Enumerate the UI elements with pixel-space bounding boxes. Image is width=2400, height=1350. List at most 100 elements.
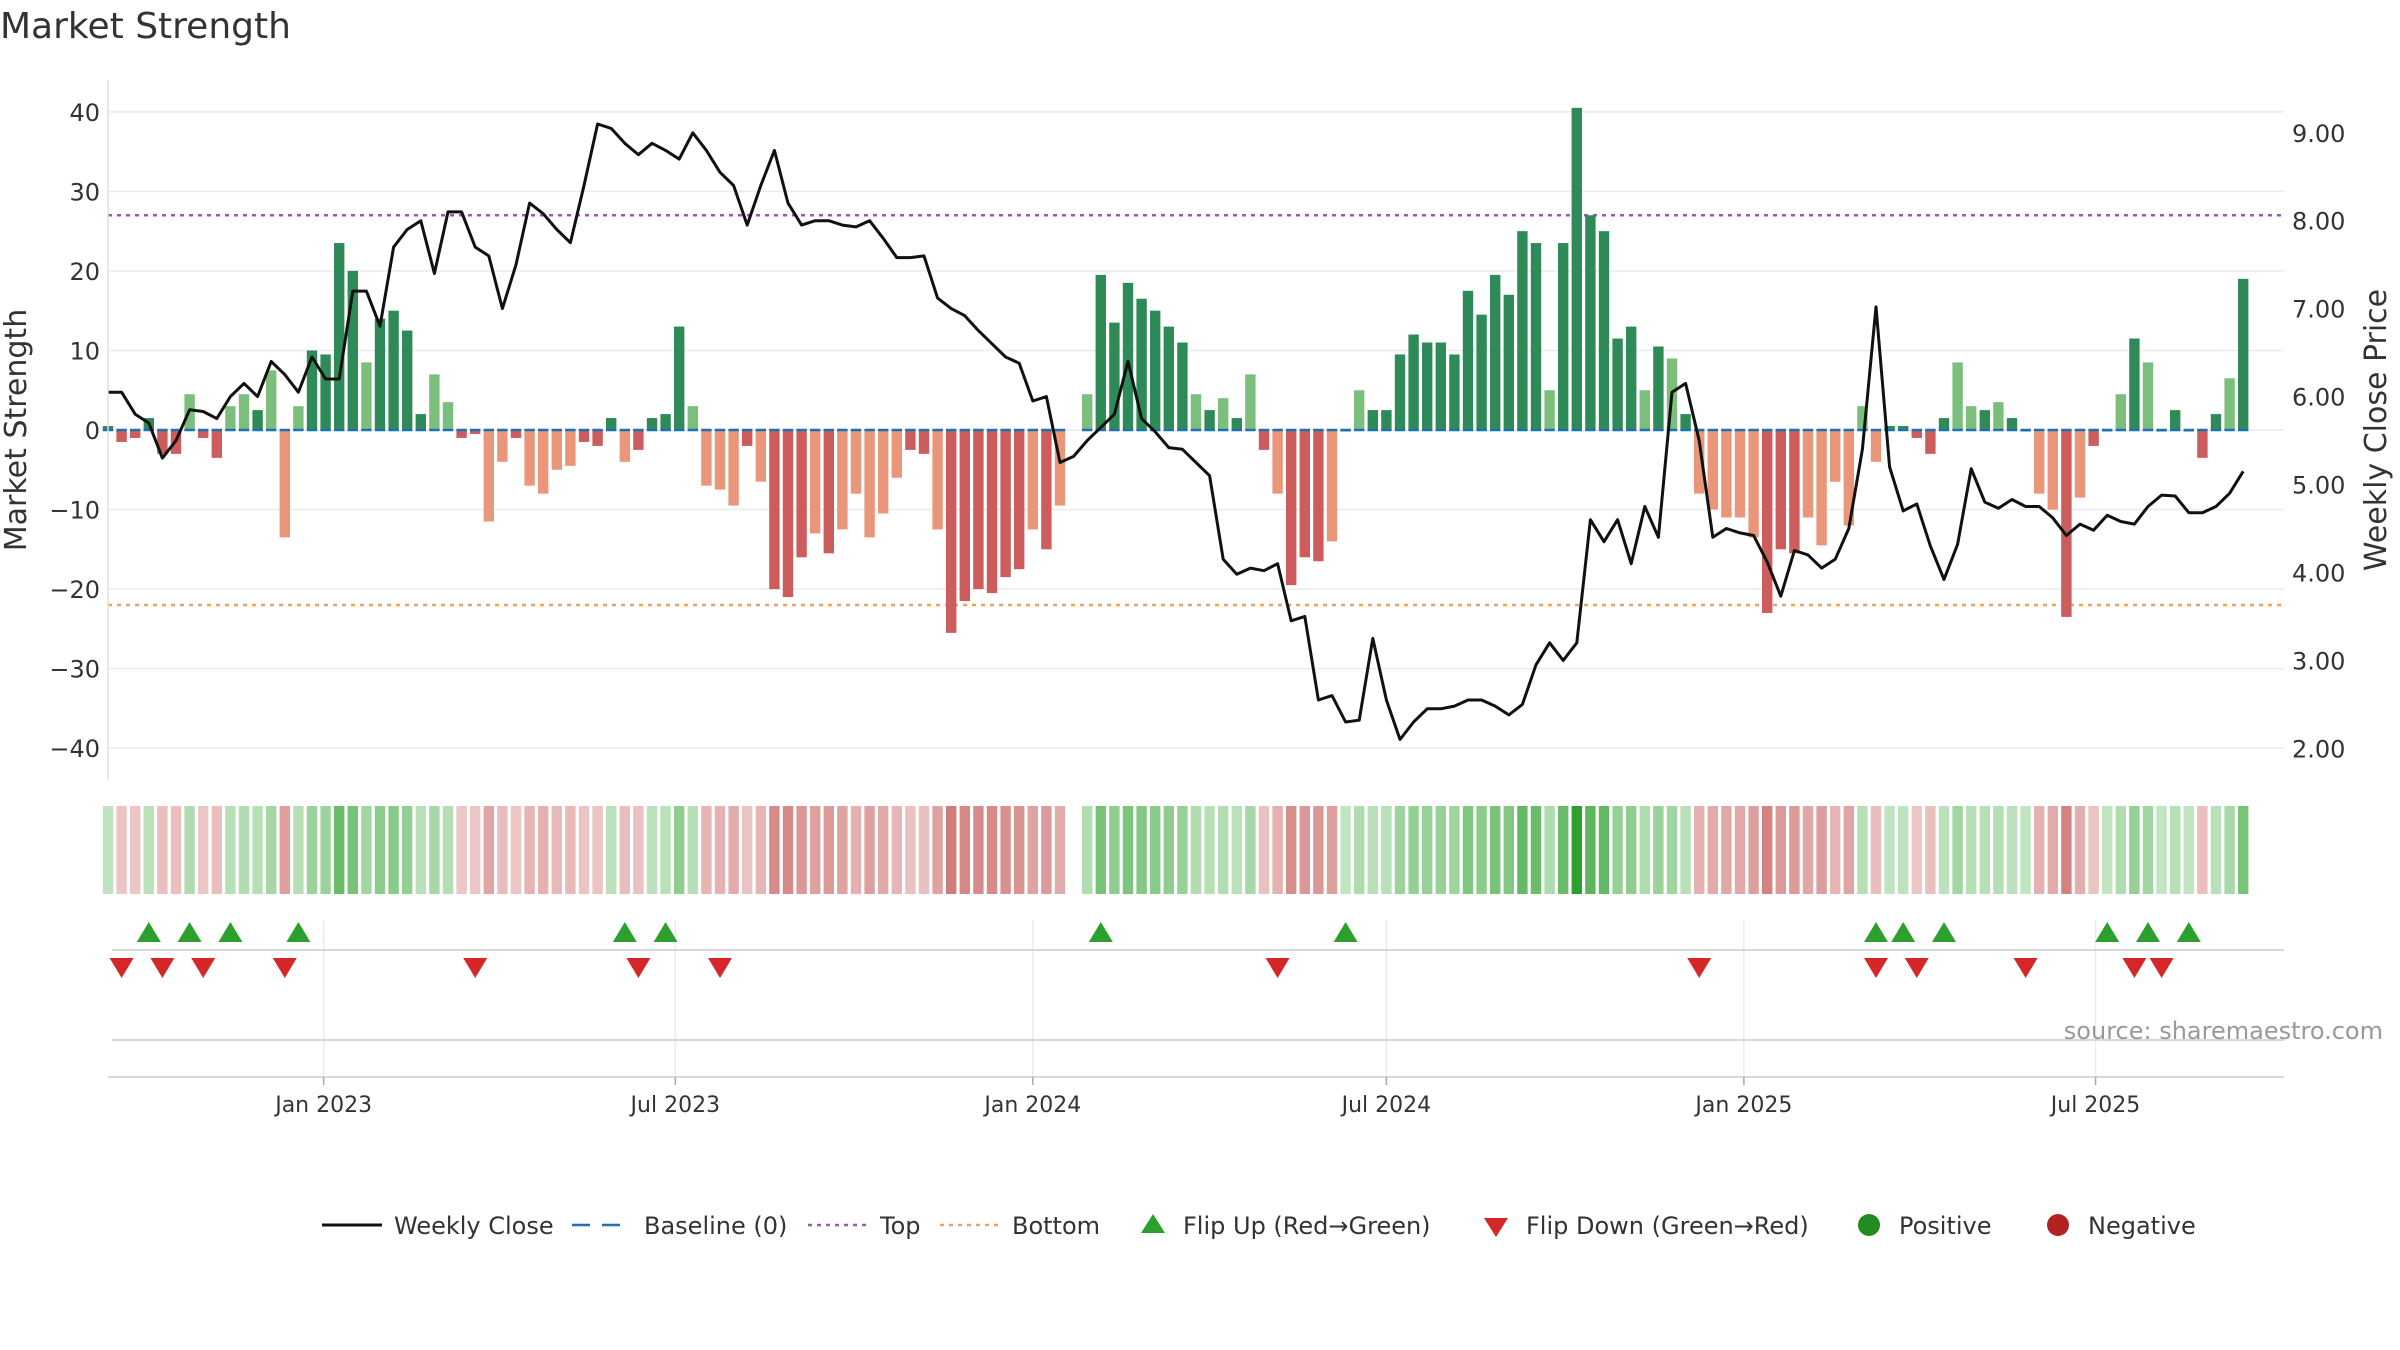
- strip-cell: [1027, 806, 1038, 894]
- gridlines: [108, 111, 2284, 1085]
- strength-bar: [592, 430, 603, 446]
- strip-cell: [1109, 806, 1120, 894]
- strength-bar: [442, 402, 454, 430]
- strip-cell: [1762, 806, 1773, 894]
- strength-bar: [361, 362, 372, 430]
- strength-bar: [2197, 430, 2208, 458]
- legend-label: Weekly Close: [394, 1212, 554, 1240]
- strength-bar: [225, 406, 236, 430]
- strength-bar: [1190, 394, 1202, 430]
- strip-cell: [497, 806, 508, 894]
- y-tick-right: 4.00: [2292, 559, 2345, 587]
- strength-bar: [1272, 430, 1283, 494]
- strip-cell: [1857, 806, 1868, 894]
- strength-bar: [1231, 418, 1242, 430]
- flip-down-marker: [109, 958, 134, 978]
- flip-down-marker: [1864, 958, 1888, 978]
- strip-cell: [2088, 806, 2099, 894]
- strength-bar: [606, 418, 617, 430]
- strength-bar: [1000, 430, 1011, 578]
- strength-bar: [1286, 430, 1297, 586]
- strip-cell: [2047, 806, 2058, 894]
- strength-bar: [1408, 334, 1419, 430]
- strip-cell: [102, 806, 114, 894]
- strength-bar: [1258, 430, 1270, 450]
- strength-bar: [320, 354, 331, 430]
- strip-cell: [1136, 806, 1147, 894]
- strip-cell: [1150, 806, 1161, 894]
- strength-bar: [946, 430, 957, 633]
- strip-cell: [646, 806, 658, 894]
- strength-bar: [578, 430, 590, 442]
- strength-bar: [429, 374, 440, 430]
- strip-cell: [1231, 806, 1242, 894]
- strip-cell: [864, 806, 875, 894]
- flip-up-marker: [1864, 922, 1888, 942]
- strength-bar: [1394, 354, 1406, 430]
- flip-down-marker: [2122, 958, 2147, 978]
- strip-cell: [2210, 806, 2222, 894]
- strength-bar: [211, 430, 222, 458]
- strength-bar: [198, 430, 209, 438]
- strength-bar: [837, 430, 848, 530]
- legend-swatch: [1141, 1214, 1165, 1233]
- strip-cell: [1884, 806, 1895, 894]
- x-tick-label: Jul 2023: [629, 1093, 721, 1118]
- legend-item: Top: [808, 1212, 921, 1240]
- strength-bar: [1177, 342, 1188, 430]
- strength-bar: [1707, 430, 1718, 510]
- strength-bar: [905, 430, 916, 450]
- strength-bar: [2129, 338, 2140, 430]
- y-tick-left: −30: [49, 656, 100, 684]
- x-tick-label: Jan 2025: [1693, 1093, 1792, 1118]
- strip-cell: [157, 806, 168, 894]
- strength-bar: [1911, 430, 1922, 438]
- strip-cell: [660, 806, 671, 894]
- strength-bar: [1544, 390, 1555, 430]
- strength-bar: [1762, 430, 1773, 613]
- strip-cell: [2102, 806, 2113, 894]
- strength-bar: [1748, 430, 1759, 538]
- strength-bar: [1938, 418, 1950, 430]
- strip-cell: [524, 806, 535, 894]
- flip-down-marker: [150, 958, 175, 978]
- strength-bar: [918, 430, 930, 454]
- y-tick-right: 7.00: [2292, 296, 2345, 324]
- strip-cell: [565, 806, 576, 894]
- flip-down-marker: [272, 958, 297, 978]
- strength-bar: [1462, 290, 1474, 430]
- strip-cell: [755, 806, 766, 894]
- strip-cell: [130, 806, 141, 894]
- strength-bar: [1204, 410, 1215, 430]
- legend-label: Flip Up (Red→Green): [1183, 1212, 1431, 1240]
- strength-bar: [1857, 406, 1868, 430]
- legend-item: Positive: [1858, 1212, 1992, 1240]
- strength-bar: [1925, 430, 1936, 454]
- strength-bar: [2088, 430, 2099, 446]
- strength-bar: [2061, 430, 2072, 617]
- strength-bar: [524, 430, 535, 486]
- strip-cell: [415, 806, 426, 894]
- strip-cell: [1612, 806, 1623, 894]
- strip-cell: [1680, 806, 1691, 894]
- strip-cell: [891, 806, 902, 894]
- flip-down-marker: [2013, 958, 2038, 978]
- strength-bar: [1476, 314, 1487, 430]
- strength-bar: [456, 430, 467, 438]
- strip-cell: [1462, 806, 1474, 894]
- strip-cell: [1449, 806, 1460, 894]
- strength-bar: [497, 430, 508, 462]
- strength-bar: [1966, 406, 1977, 430]
- strip-cell: [1666, 806, 1678, 894]
- legend-label: Flip Down (Green→Red): [1526, 1212, 1809, 1240]
- strip-cell: [1190, 806, 1202, 894]
- strip-cell: [184, 806, 195, 894]
- strength-bar: [1734, 430, 1746, 518]
- strip-cell: [1163, 806, 1174, 894]
- x-axis: Jan 2023 Jul 2023 Jan 2024 Jul 2024 Jan 2025…: [108, 1076, 2284, 1118]
- strip-cell: [510, 806, 522, 894]
- strip-cell: [1979, 806, 1990, 894]
- strength-bar: [769, 430, 780, 590]
- strip-cell: [687, 806, 698, 894]
- strength-bar: [1299, 430, 1310, 558]
